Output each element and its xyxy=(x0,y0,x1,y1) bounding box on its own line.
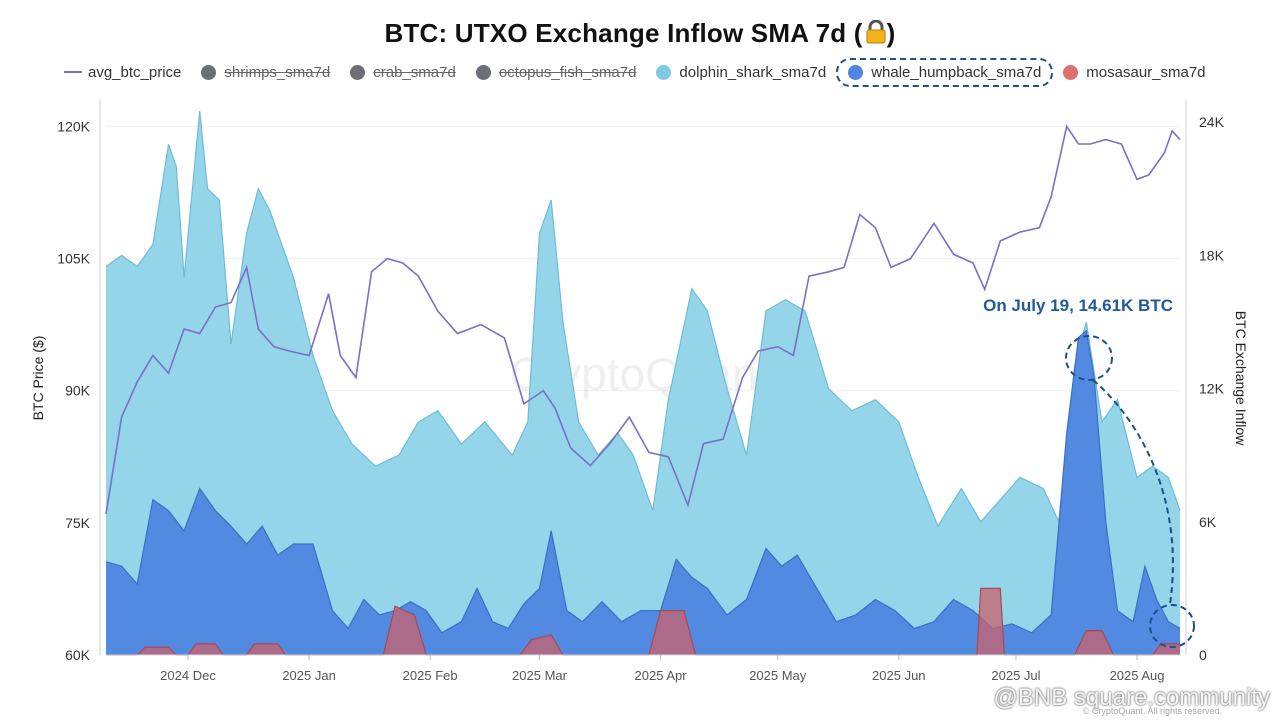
y-left-tick-label: 105K xyxy=(57,251,90,267)
legend-item-shrimps-sma7d[interactable]: shrimps_sma7d xyxy=(201,64,330,81)
legend-swatch xyxy=(475,64,491,80)
legend-item-avg-btc-price[interactable]: avg_btc_price xyxy=(64,64,181,81)
area-dolphin-shark-sma7d xyxy=(106,111,1180,656)
area-outline-dolphin-shark-sma7d xyxy=(105,111,1181,528)
copyright-text: © CryptoQuant. All rights reserved. xyxy=(1082,706,1222,716)
legend-swatch xyxy=(350,64,366,80)
line-avg-btc-price xyxy=(105,124,1181,515)
legend-item-dolphin-shark-sma7d[interactable]: dolphin_shark_sma7d xyxy=(656,64,826,81)
legend-label: dolphin_shark_sma7d xyxy=(679,63,827,81)
annotation-label: On July 19, 14.61K BTC xyxy=(983,296,1173,315)
legend-swatch xyxy=(656,64,672,80)
area-outline-mosasaur-sma7d xyxy=(106,587,1180,656)
series-areas xyxy=(105,111,1181,656)
legend-swatch xyxy=(64,71,82,73)
legend-swatch xyxy=(201,64,217,80)
footer-brand: @BNB square.community xyxy=(993,684,1270,711)
x-tick-label: 2025 Mar xyxy=(512,668,568,683)
legend-label: mosasaur_sma7d xyxy=(1086,63,1206,81)
y-right-tick-label: 0 xyxy=(1199,647,1207,663)
chart-title: BTC: UTXO Exchange Inflow SMA 7d () xyxy=(0,18,1280,51)
x-tick-label: 2025 Apr xyxy=(635,668,688,683)
legend-item-whale-humpback-sma7d[interactable]: whale_humpback_sma7d xyxy=(836,57,1054,87)
legend-label: whale_humpback_sma7d xyxy=(871,63,1042,81)
y-left-tick-label: 75K xyxy=(65,515,91,531)
chart-title-text: BTC: UTXO Exchange Inflow SMA 7d ( xyxy=(384,18,863,48)
y-left-tick-label: 60K xyxy=(65,647,91,663)
legend-label: avg_btc_price xyxy=(88,63,182,81)
x-tick-label: 2025 Feb xyxy=(403,668,458,683)
y-right-axis-title: BTC Exchange Inflow xyxy=(1233,311,1249,447)
y-right-tick-label: 12K xyxy=(1199,381,1225,397)
area-whale-humpback-sma7d xyxy=(106,330,1180,655)
chart-title-suffix: ) xyxy=(886,18,896,48)
area-mosasaur-sma7d xyxy=(106,588,1180,655)
current-highlight-circle xyxy=(1149,604,1195,648)
y-right-tick-label: 6K xyxy=(1199,514,1217,530)
legend: avg_btc_price shrimps_sma7d crab_sma7d octo… xyxy=(64,57,1226,87)
y-left-axis-title: BTC Price ($) xyxy=(30,336,46,421)
y-right-tick-label: 24K xyxy=(1199,114,1225,130)
legend-item-mosasaur-sma7d[interactable]: mosasaur_sma7d xyxy=(1063,63,1206,81)
x-tick-label: 2025 Jun xyxy=(872,668,926,683)
peak-highlight-circle xyxy=(1065,335,1113,381)
x-tick-label: 2025 Jan xyxy=(282,668,336,683)
legend-item-octopus-fish-sma7d[interactable]: octopus_fish_sma7d xyxy=(475,63,637,81)
annotations: On July 19, 14.61K BTC xyxy=(983,296,1195,648)
y-left-tick-label: 120K xyxy=(57,118,90,134)
legend-swatch xyxy=(1063,64,1079,80)
x-tick-label: 2025 May xyxy=(749,668,807,683)
y-right-tick-label: 18K xyxy=(1199,247,1225,263)
series-lines xyxy=(105,124,1181,515)
x-tick-label: 2025 Jul xyxy=(991,668,1040,683)
x-tick-label: 2024 Dec xyxy=(160,668,216,683)
axes: 60K 75K 90K 105K 120K 0 6K 12K 18K 24K 2024 Dec 202… xyxy=(30,100,1249,683)
legend-label: crab_sma7d xyxy=(373,63,456,81)
legend-label: octopus_fish_sma7d xyxy=(498,63,637,81)
legend-label: shrimps_sma7d xyxy=(224,63,331,81)
legend-swatch xyxy=(848,64,864,80)
x-tick-label: 2025 Aug xyxy=(1110,668,1165,683)
y-left-tick-label: 90K xyxy=(65,383,91,399)
lock-icon xyxy=(865,19,887,51)
legend-item-crab-sma7d[interactable]: crab_sma7d xyxy=(350,64,456,81)
annotation-arrow xyxy=(1092,379,1174,605)
area-outline-whale-humpback-sma7d xyxy=(105,329,1181,634)
